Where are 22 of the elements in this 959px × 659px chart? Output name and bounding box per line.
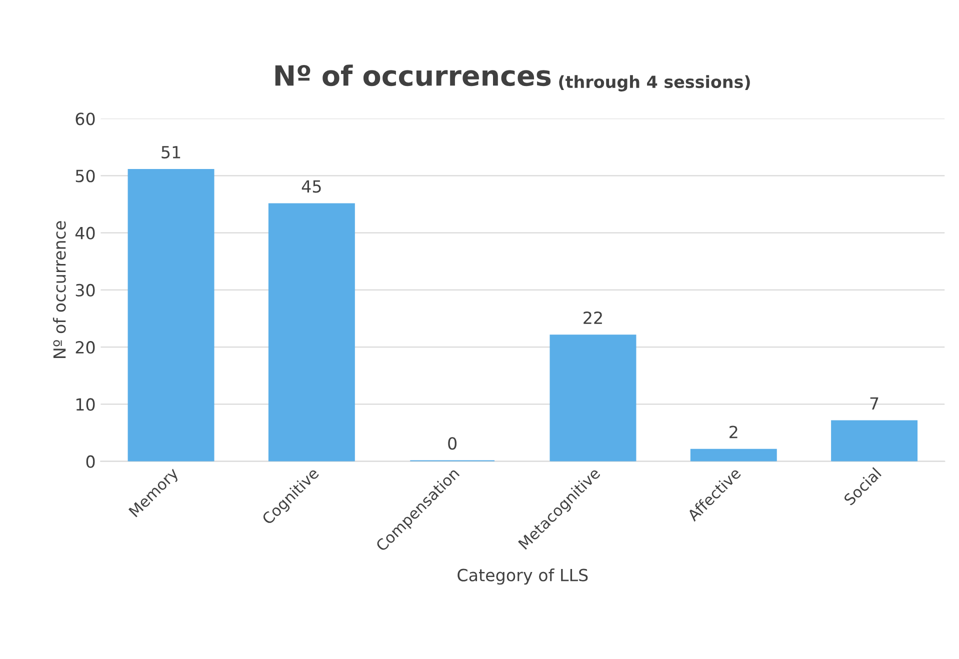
x-axis-title: Category of LLS [458,568,588,585]
data-label: 22 [584,311,602,324]
chart-title: Nº of occurrences [275,64,551,86]
data-label: 45 [302,180,321,193]
y-tick-label: 60 [76,112,95,126]
y-tick-label: 50 [76,170,95,182]
y-tick-label: 0 [86,455,95,468]
chart-subtitle: (through 4 sessions) [559,75,750,92]
bar [690,448,777,462]
bar [550,334,636,462]
bar [268,203,355,462]
y-tick-label: 40 [75,226,95,240]
y-tick-label: 10 [76,398,95,411]
bar [831,420,918,462]
y-tick-label: 20 [76,341,95,354]
data-label: 51 [162,146,180,158]
bar [128,168,214,462]
data-label: 2 [730,426,738,438]
y-axis-title: Nº of occurrence [52,221,66,358]
y-tick-label: 30 [76,284,95,297]
data-label: 7 [870,397,878,410]
data-label: 0 [448,437,457,450]
